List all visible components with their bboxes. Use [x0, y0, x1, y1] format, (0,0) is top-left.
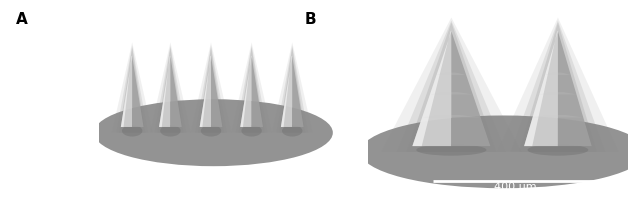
Polygon shape: [422, 115, 480, 117]
Polygon shape: [281, 56, 292, 127]
Polygon shape: [121, 56, 132, 127]
Ellipse shape: [160, 125, 181, 136]
Polygon shape: [239, 47, 264, 133]
Polygon shape: [281, 56, 292, 127]
Text: 1000 μm: 1000 μm: [224, 178, 273, 188]
Polygon shape: [190, 42, 231, 133]
Ellipse shape: [416, 144, 487, 156]
Polygon shape: [524, 31, 558, 146]
Polygon shape: [117, 45, 148, 133]
Polygon shape: [558, 31, 592, 146]
Polygon shape: [272, 42, 313, 133]
Polygon shape: [452, 31, 490, 146]
Polygon shape: [119, 47, 145, 133]
Polygon shape: [430, 92, 473, 94]
Ellipse shape: [527, 144, 589, 156]
Polygon shape: [198, 47, 224, 133]
Polygon shape: [231, 42, 272, 133]
Polygon shape: [199, 56, 211, 127]
Polygon shape: [240, 56, 252, 127]
Polygon shape: [406, 22, 496, 152]
Polygon shape: [436, 73, 466, 75]
Polygon shape: [519, 22, 597, 152]
Ellipse shape: [241, 125, 262, 136]
Polygon shape: [412, 31, 452, 146]
Polygon shape: [155, 45, 186, 133]
Polygon shape: [279, 47, 305, 133]
Polygon shape: [150, 42, 191, 133]
Polygon shape: [211, 56, 222, 127]
Ellipse shape: [282, 125, 303, 136]
Polygon shape: [540, 92, 576, 94]
Polygon shape: [397, 21, 506, 152]
Ellipse shape: [361, 115, 637, 188]
Ellipse shape: [122, 125, 143, 136]
Polygon shape: [511, 21, 605, 152]
Polygon shape: [240, 56, 252, 127]
Polygon shape: [381, 17, 522, 152]
Polygon shape: [545, 73, 571, 75]
Polygon shape: [159, 56, 170, 127]
Text: 400 μm: 400 μm: [494, 182, 536, 192]
Text: A: A: [16, 12, 27, 27]
Polygon shape: [524, 31, 558, 146]
Polygon shape: [497, 17, 619, 152]
Polygon shape: [157, 47, 183, 133]
Polygon shape: [159, 56, 170, 127]
Polygon shape: [111, 42, 153, 133]
Ellipse shape: [201, 125, 221, 136]
Polygon shape: [195, 45, 227, 133]
Polygon shape: [252, 56, 263, 127]
Polygon shape: [276, 45, 308, 133]
Polygon shape: [533, 115, 583, 117]
Ellipse shape: [94, 99, 333, 166]
Polygon shape: [170, 56, 182, 127]
Polygon shape: [292, 56, 304, 127]
Polygon shape: [199, 56, 211, 127]
Polygon shape: [132, 56, 143, 127]
Polygon shape: [412, 31, 452, 146]
Polygon shape: [236, 45, 268, 133]
Polygon shape: [121, 56, 132, 127]
Text: B: B: [304, 12, 316, 27]
